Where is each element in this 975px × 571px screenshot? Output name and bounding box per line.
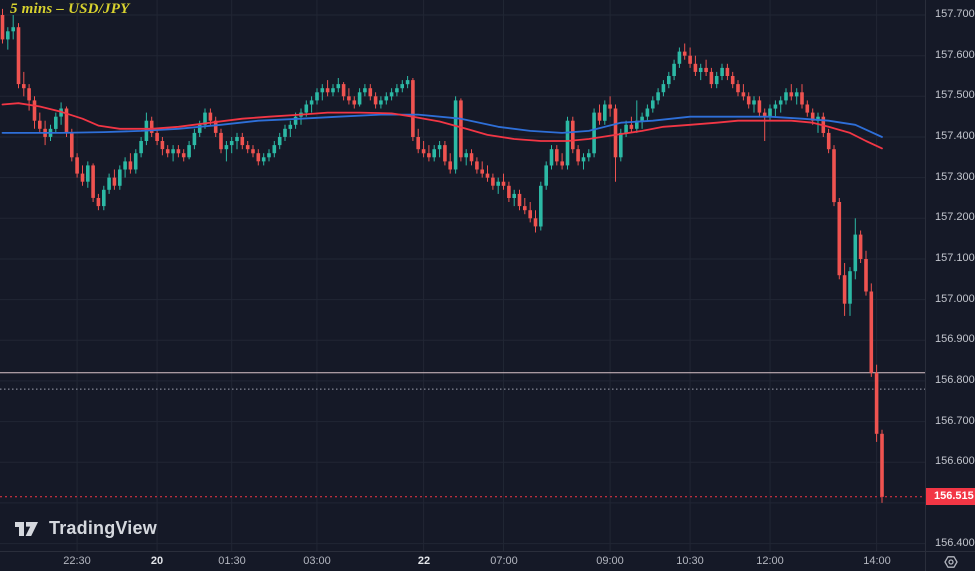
- time-axis-label: 07:00: [490, 555, 518, 567]
- time-axis-label: 01:30: [218, 555, 246, 567]
- time-axis-label: 20: [150, 555, 164, 567]
- tradingview-logo-icon: [15, 522, 38, 536]
- price-axis-label: 157.400: [935, 130, 975, 142]
- price-axis-label: 157.500: [935, 89, 975, 101]
- price-axis-label: 157.100: [935, 252, 975, 264]
- price-axis-label: 156.800: [935, 374, 975, 386]
- time-axis-label: 22: [417, 555, 431, 567]
- time-axis-label: 12:00: [756, 555, 784, 567]
- price-axis-label: 157.000: [935, 293, 975, 305]
- chart-title: 5 mins – USD/JPY: [10, 1, 130, 17]
- time-axis-label: 10:30: [676, 555, 704, 567]
- axis-settings-button[interactable]: [925, 551, 975, 571]
- last-price-label: 156.515: [926, 488, 975, 505]
- tradingview-watermark: TradingView: [14, 518, 157, 539]
- price-axis-label: 156.400: [935, 537, 975, 549]
- price-axis-label: 156.600: [935, 455, 975, 467]
- time-axis-label: 14:00: [863, 555, 891, 567]
- price-axis-label: 157.300: [935, 171, 975, 183]
- price-axis-label: 157.200: [935, 211, 975, 223]
- gear-icon: [944, 556, 958, 568]
- price-axis-label: 156.700: [935, 415, 975, 427]
- time-axis-label: 03:00: [303, 555, 331, 567]
- time-axis-label: 09:00: [596, 555, 624, 567]
- tradingview-brand-text: TradingView: [49, 518, 157, 538]
- price-axis-label: 156.900: [935, 333, 975, 345]
- price-axis-label: 157.600: [935, 49, 975, 61]
- time-axis-label: 22:30: [63, 555, 91, 567]
- price-axis[interactable]: 156.515 157.700 157.600 157.500 157.400 157.…: [925, 0, 975, 551]
- price-axis-label: 157.700: [935, 8, 975, 20]
- candlestick-plot[interactable]: [0, 0, 925, 551]
- time-axis[interactable]: 22:30 20 01:30 03:00 22 07:00 09:00 10:30 12:00 1…: [0, 551, 925, 571]
